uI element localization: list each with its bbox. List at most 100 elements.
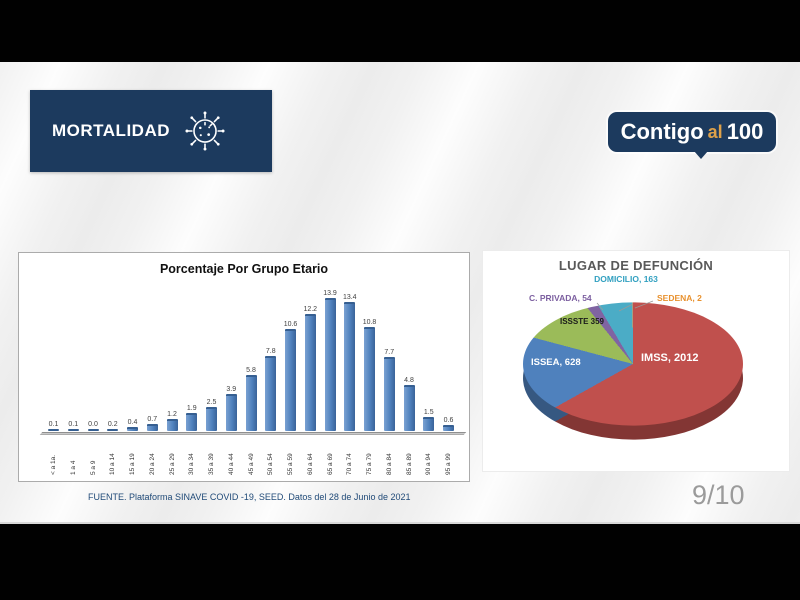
bar-chart-plot-area: 0.1 < a 1a. 0.1 1 a 4 0.0 5 a 9 0.2 10 a 14 0.4 1…	[39, 289, 467, 477]
bar-column: 0.7 20 a 24	[144, 289, 161, 475]
bar-column: 0.1 1 a 4	[65, 289, 82, 475]
slide-canvas: MORTALIDAD	[0, 62, 800, 524]
bar-column: 10.6 55 a 59	[282, 289, 299, 475]
bar	[443, 425, 454, 431]
bar-value-label: 0.0	[88, 421, 98, 428]
slide-title-box: MORTALIDAD	[30, 90, 272, 172]
bar	[225, 393, 237, 431]
x-axis-tick-label: 45 a 49	[247, 453, 255, 475]
bar-column: 0.4 15 a 19	[124, 289, 141, 475]
bar-column: 13.4 70 a 74	[341, 289, 358, 475]
bar-value-label: 1.5	[423, 408, 434, 416]
bar-value-label: 0.1	[68, 421, 79, 428]
source-note: FUENTE. Plataforma SINAVE COVID -19, SEE…	[88, 492, 411, 502]
bar-value-label: 2.5	[206, 399, 217, 406]
x-axis-tick-label: < a 1a.	[50, 454, 57, 475]
pie-label-issste: ISSSTE 359	[559, 317, 605, 326]
logo-text-al: al	[707, 121, 723, 142]
bar-column: 13.9 65 a 69	[322, 289, 339, 475]
pie-label-imss: IMSS, 2012	[641, 352, 699, 364]
bar-column: 12.2 60 a 64	[302, 289, 319, 475]
x-axis-tick-label: 1 a 4	[69, 460, 77, 475]
label-leader-lines	[596, 300, 654, 312]
bar-value-label: 5.8	[246, 367, 256, 375]
x-axis-tick-label: 75 a 79	[366, 453, 373, 475]
bar	[127, 427, 138, 431]
bar-column: 10.8 75 a 79	[361, 289, 378, 475]
bar	[186, 412, 198, 431]
x-axis-tick-label: 20 a 24	[148, 453, 156, 475]
bar-column: 1.2 25 a 29	[164, 289, 181, 475]
bar-value-label: 7.8	[265, 348, 276, 356]
page-title: MORTALIDAD	[52, 121, 170, 140]
letterbox-bottom	[0, 524, 800, 600]
bar	[146, 424, 158, 431]
x-axis-tick-label: 15 a 19	[129, 453, 136, 475]
bar	[265, 356, 277, 431]
x-axis-tick-label: 25 a 29	[168, 453, 176, 475]
x-axis-tick-label: 65 a 69	[326, 453, 334, 475]
bar-value-label: 0.4	[127, 419, 138, 427]
bar-column: 5.8 45 a 49	[243, 289, 260, 475]
letterbox-top	[0, 0, 800, 62]
bar	[107, 429, 119, 431]
bar-column: 1.9 30 a 34	[183, 289, 200, 475]
bar-value-label: 1.9	[186, 404, 197, 412]
bar-column: 7.8 50 a 54	[262, 289, 279, 475]
bar-value-label: 0.1	[48, 421, 59, 428]
bar-value-label: 0.6	[443, 417, 454, 425]
bar	[383, 357, 395, 431]
bar-column: 2.5 35 a 39	[203, 289, 220, 475]
bar	[285, 329, 296, 431]
bar-value-label: 0.2	[107, 421, 118, 428]
bar-column: 3.9 40 a 44	[223, 289, 240, 475]
bar-column: 4.8 85 a 89	[401, 289, 418, 475]
x-axis-tick-label: 60 a 64	[306, 453, 314, 475]
bar-columns: 0.1 < a 1a. 0.1 1 a 4 0.0 5 a 9 0.2 10 a 14 0.4 1…	[45, 289, 457, 475]
bar-chart-title: Porcentaje Por Grupo Etario	[159, 262, 329, 276]
x-axis-tick-label: 55 a 59	[287, 453, 294, 475]
bar-column: 0.6 95 a 99	[440, 289, 457, 475]
pie-chart-panel: LUGAR DE DEFUNCIÓN DOMICILIO, 163 C. PRI…	[482, 250, 790, 472]
x-axis-tick-label: 5 a 9	[89, 460, 97, 475]
bar	[304, 313, 316, 431]
contigo-al-100-logo: Contigo al 100	[608, 112, 776, 159]
x-axis-tick-label: 50 a 54	[267, 453, 275, 475]
bar-column: 0.1 < a 1a.	[45, 289, 62, 475]
bar-column: 0.0 5 a 9	[85, 289, 102, 475]
x-axis-tick-label: 40 a 44	[227, 453, 235, 475]
pie-label-sedena: SEDENA, 2	[657, 293, 702, 303]
bar-value-label: 10.8	[362, 319, 377, 327]
bar	[364, 327, 375, 431]
bar	[403, 384, 415, 431]
bar-value-label: 7.7	[384, 349, 395, 357]
bar-value-label: 0.7	[147, 416, 158, 424]
page-indicator: 9/10	[692, 480, 745, 510]
pie-chart-plot-area: DOMICILIO, 163 C. PRIVADA, 54 SEDENA, 2 …	[483, 251, 791, 473]
x-axis-tick-label: 85 a 89	[405, 453, 413, 475]
bar-value-label: 10.6	[283, 321, 298, 329]
bar	[48, 429, 59, 431]
pie-label-c-privada: C. PRIVADA, 54	[529, 293, 592, 303]
bar-column: 0.2 10 a 14	[104, 289, 121, 475]
bar	[166, 419, 178, 431]
x-axis-tick-label: 30 a 34	[188, 453, 196, 475]
bar	[344, 302, 356, 431]
bar	[423, 416, 435, 431]
x-axis-tick-label: 90 a 94	[425, 453, 433, 475]
bar	[206, 407, 217, 431]
x-axis-tick-label: 35 a 39	[208, 453, 215, 475]
pie-chart-title: LUGAR DE DEFUNCIÓN	[558, 258, 714, 273]
bar-value-label: 3.9	[226, 385, 237, 393]
bar-chart-panel: Porcentaje Por Grupo Etario 0.1 < a 1a. 0.…	[18, 252, 470, 482]
bar-column: 7.7 80 a 84	[381, 289, 398, 475]
bar	[245, 375, 257, 431]
bar-value-label: 13.4	[342, 294, 357, 302]
x-axis-tick-label: 10 a 14	[109, 453, 117, 475]
bar	[87, 429, 99, 431]
virus-icon	[185, 111, 225, 151]
pie-disc	[523, 302, 743, 426]
bar-value-label: 1.2	[167, 411, 177, 419]
bar	[67, 429, 79, 431]
logo-text-contigo: Contigo	[620, 119, 704, 144]
